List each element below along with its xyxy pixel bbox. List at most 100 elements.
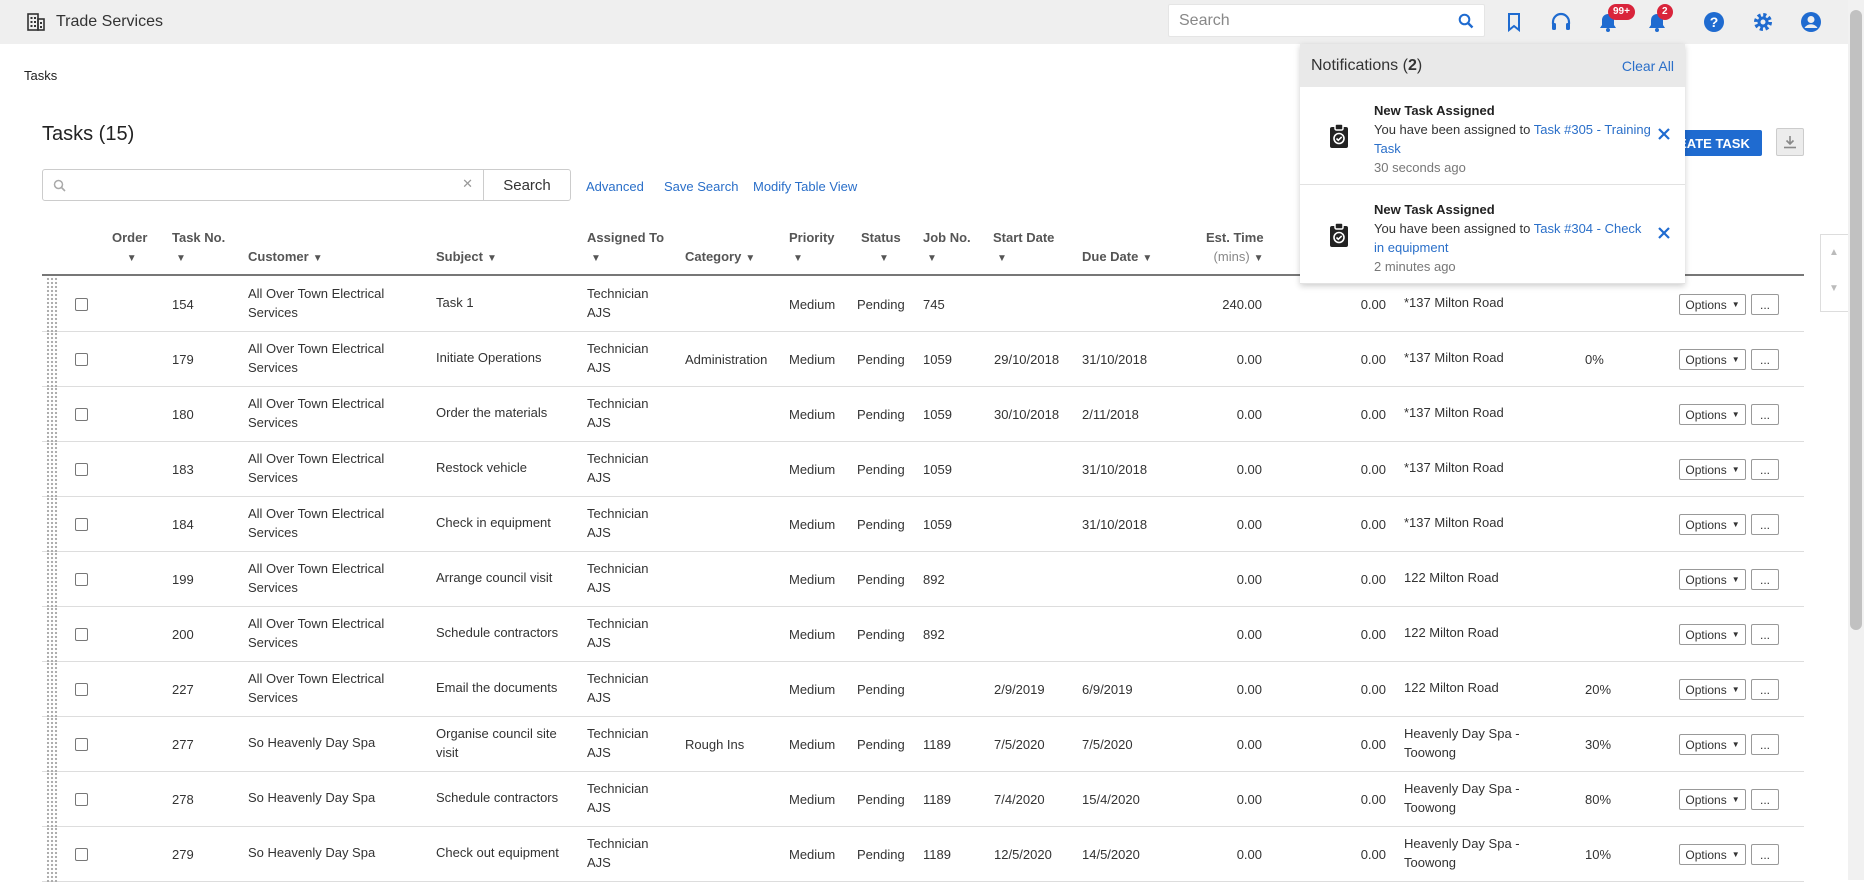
row-checkbox[interactable] (75, 408, 88, 421)
table-row[interactable]: 277 So Heavenly Day Spa Organise council… (42, 717, 1804, 772)
options-button[interactable]: Options ▼ (1679, 679, 1746, 700)
table-row[interactable]: 154 All Over Town Electrical Services Tas… (42, 277, 1804, 332)
customer-cell[interactable]: So Heavenly Day Spa (248, 788, 398, 807)
subject-cell[interactable]: Arrange council visit (436, 568, 576, 587)
customer-cell[interactable]: All Over Town Electrical Services (248, 559, 398, 597)
table-search[interactable]: ✕ (42, 169, 484, 201)
table-row[interactable]: 184 All Over Town Electrical Services Che… (42, 497, 1804, 552)
table-search-input[interactable] (71, 170, 451, 200)
column-job-no[interactable]: Job No. ▼ (923, 228, 971, 268)
options-button[interactable]: Options ▼ (1679, 569, 1746, 590)
breadcrumb[interactable]: Tasks (24, 68, 58, 83)
customer-cell[interactable]: All Over Town Electrical Services (248, 614, 398, 652)
subject-cell[interactable]: Check out equipment (436, 843, 576, 862)
table-row[interactable]: 199 All Over Town Electrical Services Arr… (42, 552, 1804, 607)
task-no-cell[interactable]: 278 (172, 792, 194, 807)
options-button[interactable]: Options ▼ (1679, 734, 1746, 755)
column-task-no[interactable]: Task No. ▼ (172, 228, 225, 268)
options-button[interactable]: Options ▼ (1679, 624, 1746, 645)
table-row[interactable]: 227 All Over Town Electrical Services Ema… (42, 662, 1804, 717)
help-icon[interactable]: ? (1700, 8, 1728, 36)
drag-handle-icon[interactable] (46, 387, 58, 442)
subject-cell[interactable]: Restock vehicle (436, 458, 576, 477)
table-row[interactable]: 179 All Over Town Electrical Services Ini… (42, 332, 1804, 387)
column-due-date[interactable]: Due Date ▼ (1082, 247, 1152, 268)
dismiss-close-icon[interactable] (1657, 226, 1671, 240)
search-button[interactable]: Search (483, 169, 571, 201)
more-actions-button[interactable]: ... (1751, 734, 1779, 755)
more-actions-button[interactable]: ... (1751, 789, 1779, 810)
table-row[interactable]: 200 All Over Town Electrical Services Sch… (42, 607, 1804, 662)
dismiss-close-icon[interactable] (1657, 127, 1671, 141)
job-no-cell[interactable]: 1189 (923, 737, 951, 752)
options-button[interactable]: Options ▼ (1679, 789, 1746, 810)
row-checkbox[interactable] (75, 738, 88, 751)
customer-cell[interactable]: All Over Town Electrical Services (248, 669, 398, 707)
task-no-cell[interactable]: 183 (172, 462, 194, 477)
column-category[interactable]: Category ▼ (685, 247, 755, 268)
column-status[interactable]: Status ▼ (861, 228, 901, 268)
customer-cell[interactable]: All Over Town Electrical Services (248, 284, 398, 322)
modify-table-view-link[interactable]: Modify Table View (753, 179, 858, 194)
app-brand[interactable]: Trade Services (26, 12, 163, 32)
more-actions-button[interactable]: ... (1751, 349, 1779, 370)
job-no-cell[interactable]: 745 (923, 297, 945, 312)
task-no-cell[interactable]: 154 (172, 297, 194, 312)
row-checkbox[interactable] (75, 848, 88, 861)
row-checkbox[interactable] (75, 518, 88, 531)
drag-handle-icon[interactable] (46, 662, 58, 717)
job-no-cell[interactable]: 1189 (923, 792, 951, 807)
notification-item[interactable]: New Task Assigned You have been assigned… (1300, 87, 1685, 185)
job-no-cell[interactable]: 1059 (923, 407, 952, 422)
more-actions-button[interactable]: ... (1751, 844, 1779, 865)
notification-item[interactable]: New Task Assigned You have been assigned… (1300, 186, 1685, 284)
options-button[interactable]: Options ▼ (1679, 514, 1746, 535)
scroll-up-icon[interactable]: ▲ (1829, 247, 1839, 258)
more-actions-button[interactable]: ... (1751, 624, 1779, 645)
notification-add-icon[interactable]: 99+ (1594, 4, 1635, 36)
drag-handle-icon[interactable] (46, 442, 58, 497)
row-checkbox[interactable] (75, 298, 88, 311)
subject-cell[interactable]: Schedule contractors (436, 623, 576, 642)
options-button[interactable]: Options ▼ (1679, 404, 1746, 425)
scroll-down-icon[interactable]: ▼ (1829, 283, 1839, 294)
task-no-cell[interactable]: 279 (172, 847, 194, 862)
clear-search-icon[interactable]: ✕ (462, 176, 473, 191)
job-no-cell[interactable]: 1059 (923, 517, 952, 532)
drag-handle-icon[interactable] (46, 332, 58, 387)
global-search-input[interactable] (1169, 5, 1439, 36)
options-button[interactable]: Options ▼ (1679, 459, 1746, 480)
alerts-bell-icon[interactable]: 2 (1643, 4, 1673, 36)
subject-cell[interactable]: Task 1 (436, 293, 576, 312)
drag-handle-icon[interactable] (46, 717, 58, 772)
column-start-date[interactable]: Start Date ▼ (993, 228, 1054, 268)
page-scrollbar-thumb[interactable] (1850, 10, 1862, 630)
job-no-cell[interactable]: 892 (923, 627, 945, 642)
job-no-cell[interactable]: 1059 (923, 462, 952, 477)
column-subject[interactable]: Subject ▼ (436, 247, 497, 268)
column-priority[interactable]: Priority ▼ (789, 228, 835, 268)
customer-cell[interactable]: All Over Town Electrical Services (248, 504, 398, 542)
more-actions-button[interactable]: ... (1751, 294, 1779, 315)
column-assigned-to[interactable]: Assigned To ▼ (587, 228, 664, 268)
table-row[interactable]: 279 So Heavenly Day Spa Check out equipm… (42, 827, 1804, 882)
task-no-cell[interactable]: 200 (172, 627, 194, 642)
notification-task-link[interactable]: Task #305 - Training Task (1374, 122, 1651, 156)
subject-cell[interactable]: Email the documents (436, 678, 576, 697)
row-checkbox[interactable] (75, 793, 88, 806)
download-button[interactable] (1776, 128, 1804, 156)
customer-cell[interactable]: So Heavenly Day Spa (248, 733, 398, 752)
table-scroll-control[interactable]: ▲ ▼ (1820, 234, 1848, 312)
save-search-link[interactable]: Save Search (664, 179, 739, 194)
subject-cell[interactable]: Organise council site visit (436, 724, 576, 762)
row-checkbox[interactable] (75, 463, 88, 476)
more-actions-button[interactable]: ... (1751, 514, 1779, 535)
subject-cell[interactable]: Schedule contractors (436, 788, 576, 807)
drag-handle-icon[interactable] (46, 277, 58, 332)
drag-handle-icon[interactable] (46, 552, 58, 607)
advanced-search-link[interactable]: Advanced (586, 179, 644, 194)
customer-cell[interactable]: All Over Town Electrical Services (248, 339, 398, 377)
job-no-cell[interactable]: 1189 (923, 847, 951, 862)
drag-handle-icon[interactable] (46, 772, 58, 827)
drag-handle-icon[interactable] (46, 827, 58, 882)
